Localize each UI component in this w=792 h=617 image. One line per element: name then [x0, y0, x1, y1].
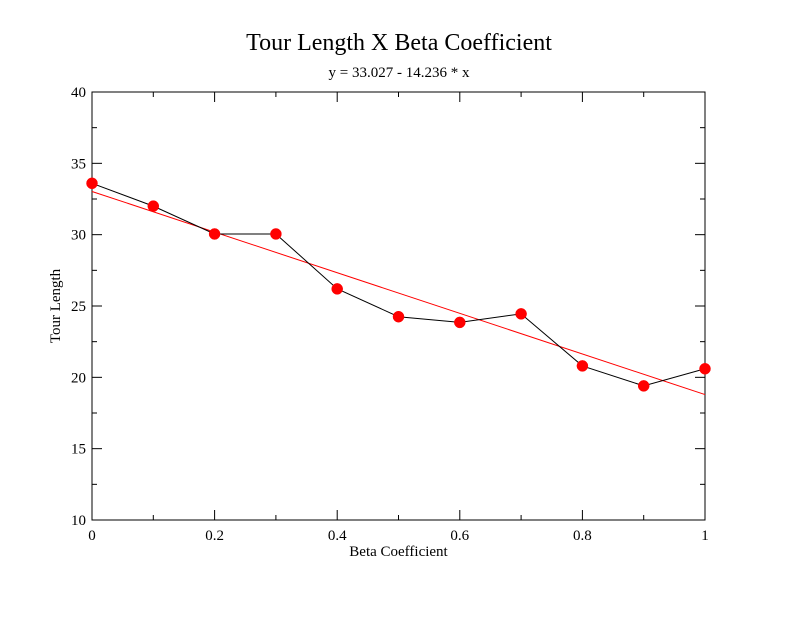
data-point — [86, 177, 98, 190]
y-tick-label: 15 — [71, 442, 86, 458]
chart-subtitle: y = 33.027 - 14.236 * x — [329, 65, 470, 81]
y-tick-label: 35 — [71, 156, 86, 172]
data-point — [331, 283, 343, 295]
chart-title: Tour Length X Beta Coefficient — [246, 30, 552, 56]
x-tick-label: 0.6 — [450, 528, 469, 544]
axis-ticks: 0 0.2 0.4 0.6 0.8 1 10 15 20 25 30 35 40 — [71, 85, 709, 544]
y-tick-label: 10 — [71, 513, 86, 529]
data-point — [208, 228, 221, 240]
data-point — [699, 363, 711, 375]
data-point — [454, 316, 466, 329]
x-tick-label: 0 — [88, 528, 96, 544]
x-tick-label: 0.2 — [205, 528, 224, 544]
data-point — [270, 228, 282, 240]
data-point — [637, 380, 650, 392]
y-tick-label: 25 — [71, 299, 86, 315]
data-point — [515, 308, 527, 320]
fit-line-group — [91, 191, 706, 396]
y-tick-label: 20 — [71, 370, 86, 386]
fit-line — [91, 191, 706, 396]
data-point — [392, 310, 405, 323]
series-group — [86, 177, 711, 392]
x-axis-label: Beta Coefficient — [349, 544, 448, 560]
x-tick-label: 0.8 — [573, 528, 592, 544]
data-point — [576, 360, 589, 372]
y-axis-label: Tour Length — [48, 268, 64, 343]
x-tick-label: 1 — [701, 528, 709, 544]
x-tick-label: 0.4 — [328, 528, 347, 544]
series-line — [91, 182, 706, 387]
data-point — [147, 200, 160, 212]
y-tick-label: 30 — [71, 228, 86, 244]
plot-frame — [91, 91, 706, 521]
y-tick-label: 40 — [71, 85, 86, 101]
